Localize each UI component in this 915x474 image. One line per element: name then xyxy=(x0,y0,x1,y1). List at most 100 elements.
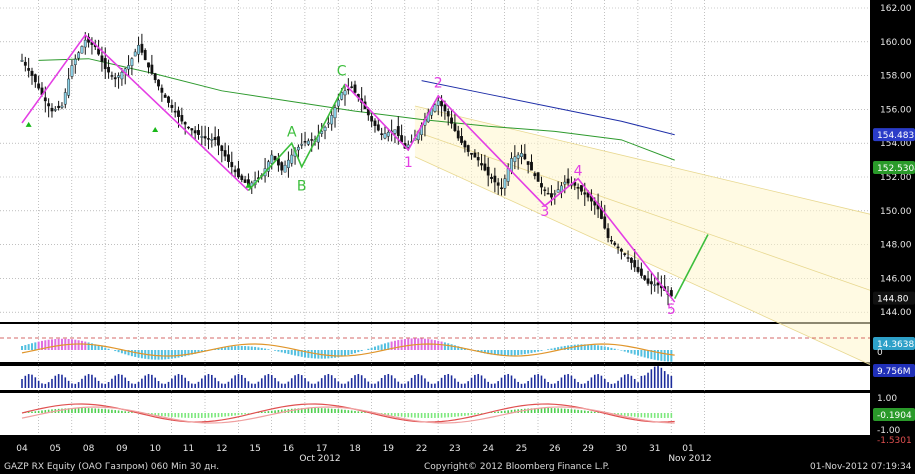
volume-bar xyxy=(111,378,113,388)
macd-bar xyxy=(627,350,630,353)
volume-bar xyxy=(24,375,27,388)
candle-body xyxy=(243,179,247,183)
stoch-bar xyxy=(204,413,206,418)
volume-bar xyxy=(144,375,147,388)
macd-bar xyxy=(170,350,173,359)
volume-bar xyxy=(640,375,643,388)
volume-label-bg xyxy=(873,364,915,377)
stoch-bar xyxy=(360,411,363,413)
stoch-bar xyxy=(240,413,243,415)
last-price-label-bg xyxy=(873,291,915,305)
volume-bar xyxy=(670,375,673,388)
volume-bar xyxy=(270,375,273,388)
macd-bar xyxy=(360,350,363,352)
stoch-bar xyxy=(414,413,416,418)
x-tick-label: 17 xyxy=(316,444,327,454)
volume-bar xyxy=(643,375,646,388)
macd-bar xyxy=(483,350,486,354)
stoch-bar xyxy=(157,413,160,416)
volume-bar xyxy=(524,383,526,388)
forecast-line xyxy=(673,234,709,300)
macd-bar xyxy=(403,339,406,350)
candle-body xyxy=(643,275,647,280)
stoch-bar xyxy=(647,413,649,418)
candle-body xyxy=(460,136,463,143)
volume-bar xyxy=(127,380,130,388)
stoch-bar xyxy=(44,410,47,413)
volume-bar xyxy=(264,375,266,388)
macd-bar xyxy=(87,342,90,350)
candle-body xyxy=(127,65,130,70)
candle-body xyxy=(273,155,277,161)
volume-bar xyxy=(667,374,669,388)
candle-body xyxy=(453,123,457,132)
candle-body xyxy=(616,246,620,249)
stoch-bar xyxy=(97,408,100,413)
candle-body xyxy=(303,141,307,143)
macd-bar xyxy=(367,348,370,350)
candle-body xyxy=(193,130,197,134)
macd-bar xyxy=(610,347,613,350)
volume-bar xyxy=(420,375,423,388)
stoch-bar xyxy=(61,408,63,413)
candle-body xyxy=(523,153,527,160)
volume-bar xyxy=(444,374,446,388)
stoch-label: -0.1904 xyxy=(877,411,912,421)
macd-bar xyxy=(453,345,456,350)
volume-bar xyxy=(181,374,183,388)
candle-body xyxy=(50,107,54,112)
stoch-bar xyxy=(590,411,593,413)
volume-bar xyxy=(71,383,73,388)
stoch-bar xyxy=(117,410,120,413)
macd-bar xyxy=(503,350,506,356)
candle-body xyxy=(649,281,653,285)
volume-bar xyxy=(114,375,117,388)
candle-body xyxy=(167,96,170,103)
candle-body xyxy=(147,62,150,68)
macd-bar xyxy=(184,350,187,357)
macd-bar xyxy=(590,344,593,350)
volume-bar xyxy=(230,378,233,388)
volume-bar xyxy=(464,383,466,388)
stoch-line-2 xyxy=(21,406,675,424)
volume-bar xyxy=(187,381,190,388)
stoch-bar xyxy=(41,410,43,413)
stoch-bar xyxy=(424,413,426,418)
x-tick-label: 18 xyxy=(349,444,361,454)
stoch-bar xyxy=(350,410,353,413)
volume-bar xyxy=(387,374,390,388)
volume-bar xyxy=(620,377,623,388)
stoch-bar xyxy=(557,408,559,413)
volume-bar xyxy=(354,375,356,388)
macd-bar xyxy=(407,338,410,350)
macd-bar xyxy=(647,350,650,359)
last-price-label: 144.80 xyxy=(877,295,909,305)
candle-body xyxy=(543,189,547,191)
volume-bar xyxy=(410,377,413,388)
volume-bar xyxy=(633,378,636,388)
macd-bar xyxy=(497,350,500,356)
volume-bar xyxy=(540,375,543,388)
wave-line-impulse xyxy=(344,83,676,303)
macd-bar xyxy=(447,343,450,350)
ma-blue-label-bg xyxy=(873,128,915,142)
stoch-bar xyxy=(627,413,629,417)
volume-bar xyxy=(157,381,160,388)
volume-bar xyxy=(357,374,360,388)
stoch-bar xyxy=(217,413,220,418)
volume-bar xyxy=(201,378,203,388)
macd-bar xyxy=(537,350,540,352)
candle-body xyxy=(530,161,533,171)
stoch-bar xyxy=(320,408,323,413)
macd-bar xyxy=(300,350,303,357)
volume-bar xyxy=(324,375,326,388)
volume-bar xyxy=(91,374,93,388)
stoch-bar xyxy=(334,408,336,413)
macd-bar xyxy=(490,350,493,355)
volume-bar xyxy=(653,366,656,388)
candle-body xyxy=(613,242,617,245)
candle-body xyxy=(669,290,673,297)
macd-bar xyxy=(260,347,263,350)
